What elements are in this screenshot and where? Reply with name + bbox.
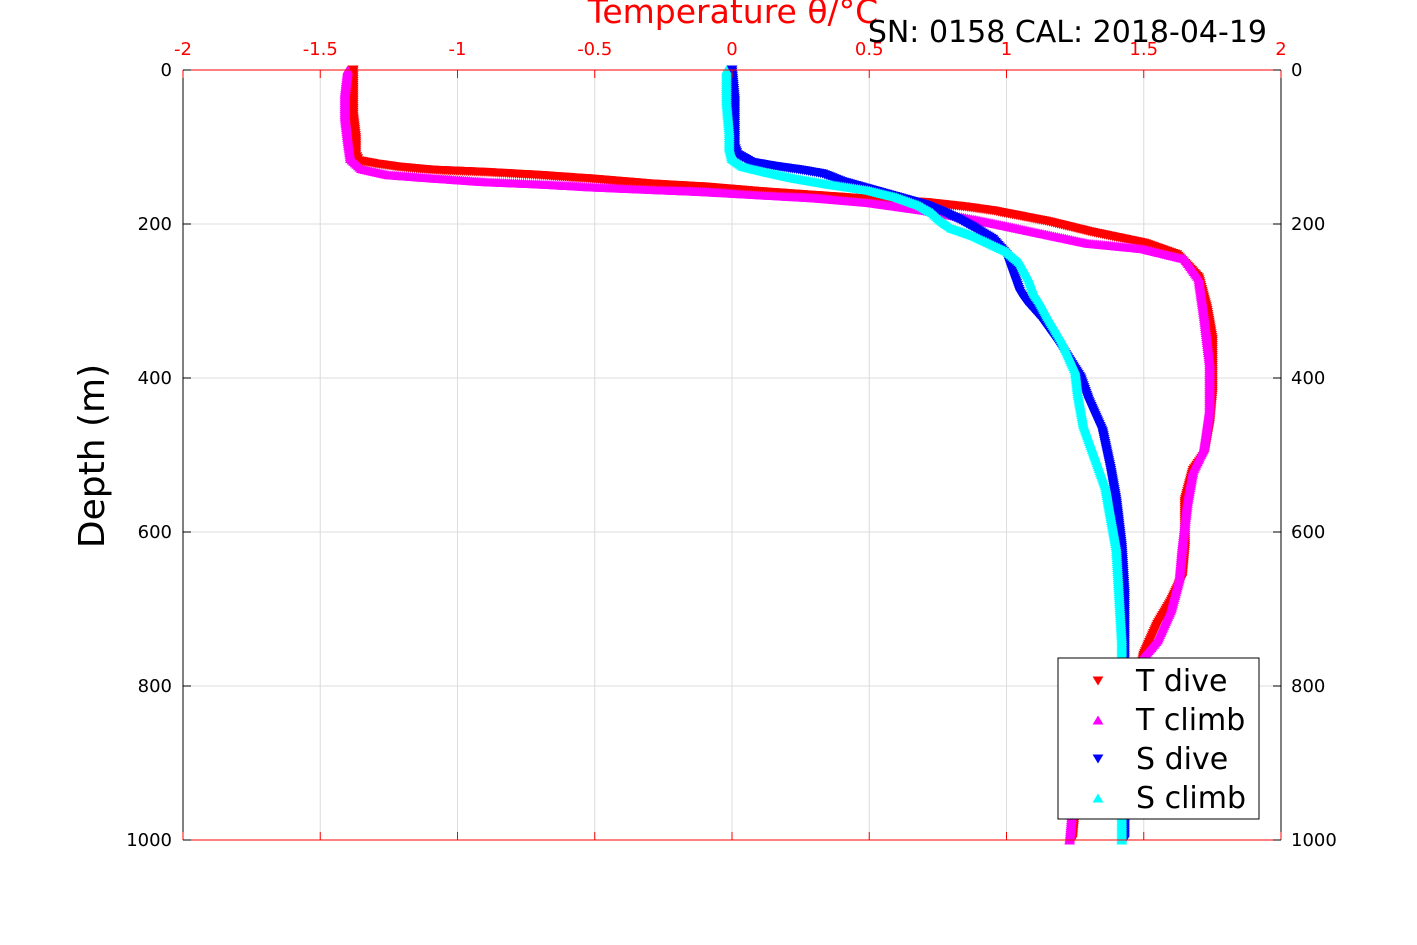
legend-label: S dive <box>1136 742 1228 777</box>
legend-marker <box>1092 715 1104 725</box>
y-tick-label-left: 600 <box>138 522 172 543</box>
y-tick-label-left: 200 <box>138 214 172 235</box>
legend-marker <box>1092 754 1104 764</box>
y-tick-label-right: 200 <box>1291 214 1325 235</box>
chart-subtitle: SN: 0158 CAL: 2018-04-19 <box>868 15 1267 50</box>
y-tick-label-left: 800 <box>138 676 172 697</box>
legend-label: S climb <box>1136 781 1246 816</box>
x-tick-label: -0.5 <box>577 39 612 60</box>
y-tick-label-left: 400 <box>138 368 172 389</box>
x-tick-label: 0.5 <box>855 39 884 60</box>
x-tick-label: -2 <box>174 39 192 60</box>
legend-marker <box>1092 676 1104 686</box>
x-tick-label: -1 <box>449 39 467 60</box>
series-t-dive <box>347 65 1218 845</box>
y-tick-label-right: 1000 <box>1291 830 1337 851</box>
legend-label: T climb <box>1135 703 1245 738</box>
axes <box>182 69 1282 841</box>
data-series <box>339 65 1218 845</box>
legend-label: T dive <box>1135 664 1227 699</box>
y-tick-label-right: 800 <box>1291 676 1325 697</box>
x-tick-label: 0 <box>726 39 737 60</box>
x-tick-label: 2 <box>1275 39 1286 60</box>
x-tick-label: -1.5 <box>303 39 338 60</box>
x-tick-label: 1.5 <box>1129 39 1158 60</box>
y-tick-label-right: 400 <box>1291 368 1325 389</box>
y-tick-label-right: 600 <box>1291 522 1325 543</box>
y-tick-label-right: 0 <box>1291 60 1302 81</box>
legend: T dive T climb S dive S climb <box>1057 657 1260 820</box>
legend-box <box>1057 657 1260 820</box>
y-tick-label-left: 0 <box>161 60 172 81</box>
y-axis-label: Depth (m) <box>72 364 113 548</box>
chart-title: Temperature θ/°C <box>587 0 878 31</box>
y-tick-label-left: 1000 <box>126 830 172 851</box>
x-tick-label: 1 <box>1001 39 1012 60</box>
legend-marker <box>1092 793 1104 803</box>
